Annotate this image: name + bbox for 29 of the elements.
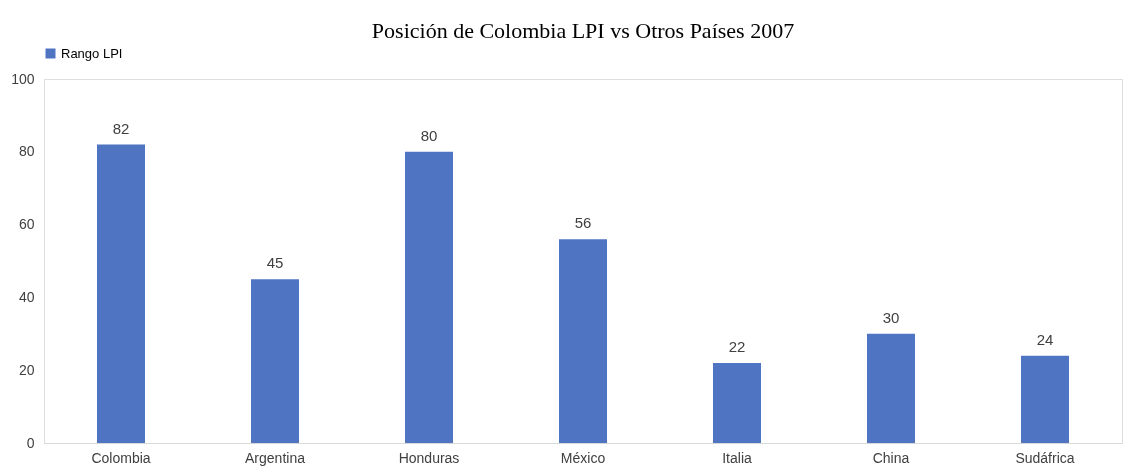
- data-label: 82: [112, 119, 130, 137]
- bar: [97, 144, 145, 443]
- y-tick-label: 20: [18, 361, 35, 378]
- bar: [405, 151, 453, 443]
- data-label: 45: [266, 254, 284, 272]
- data-label: 22: [728, 337, 746, 355]
- legend-label: Rango LPI: [61, 45, 123, 61]
- y-tick-label: 80: [18, 143, 35, 160]
- x-tick-label: Italia: [722, 449, 752, 466]
- bar: [1021, 355, 1069, 443]
- bar: [559, 239, 607, 443]
- data-label: 80: [420, 126, 438, 144]
- x-tick-label: Colombia: [91, 449, 151, 466]
- x-tick-label: México: [560, 449, 606, 466]
- x-tick-label: Argentina: [245, 449, 306, 466]
- bar: [713, 362, 761, 443]
- bar: [251, 279, 299, 443]
- x-tick-label: Sudáfrica: [1015, 449, 1075, 466]
- chart-title: Posición de Colombia LPI vs Otros Países 2007: [371, 18, 795, 43]
- y-tick-label: 0: [26, 434, 35, 451]
- y-tick-label: 60: [18, 216, 35, 233]
- data-label: 30: [882, 308, 900, 326]
- y-tick-label: 40: [18, 288, 35, 305]
- data-label: 24: [1036, 330, 1054, 348]
- x-tick-label: China: [872, 449, 910, 466]
- bar: [867, 333, 915, 443]
- x-tick-label: Honduras: [398, 449, 460, 466]
- data-label: 56: [574, 214, 592, 232]
- y-tick-label: 100: [11, 70, 35, 87]
